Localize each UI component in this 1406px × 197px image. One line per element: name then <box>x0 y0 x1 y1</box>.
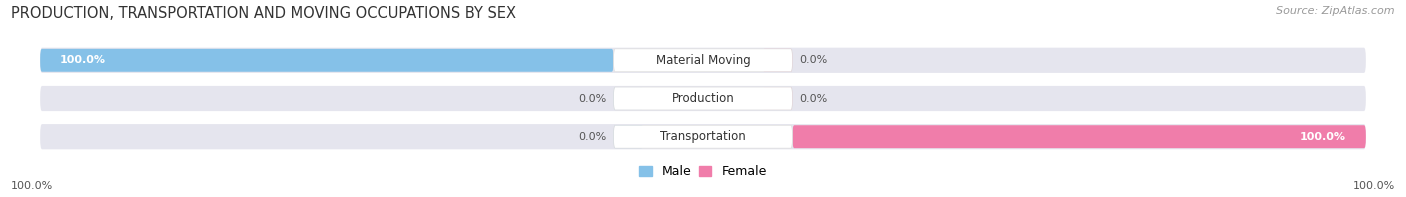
FancyBboxPatch shape <box>41 124 1365 149</box>
Text: Transportation: Transportation <box>661 130 745 143</box>
Text: 0.0%: 0.0% <box>579 94 607 103</box>
FancyBboxPatch shape <box>41 49 613 72</box>
Text: 100.0%: 100.0% <box>11 181 53 191</box>
Text: PRODUCTION, TRANSPORTATION AND MOVING OCCUPATIONS BY SEX: PRODUCTION, TRANSPORTATION AND MOVING OC… <box>11 6 516 21</box>
Text: 100.0%: 100.0% <box>1353 181 1395 191</box>
FancyBboxPatch shape <box>793 125 1365 148</box>
Legend: Male, Female: Male, Female <box>640 165 766 178</box>
FancyBboxPatch shape <box>762 49 793 72</box>
Text: 0.0%: 0.0% <box>799 55 827 65</box>
Text: Material Moving: Material Moving <box>655 54 751 67</box>
Text: 100.0%: 100.0% <box>1301 132 1346 142</box>
FancyBboxPatch shape <box>613 125 793 148</box>
FancyBboxPatch shape <box>613 87 793 110</box>
FancyBboxPatch shape <box>613 125 644 148</box>
Text: Source: ZipAtlas.com: Source: ZipAtlas.com <box>1277 6 1395 16</box>
FancyBboxPatch shape <box>613 49 793 72</box>
FancyBboxPatch shape <box>41 86 1365 111</box>
FancyBboxPatch shape <box>41 48 1365 73</box>
FancyBboxPatch shape <box>762 87 793 110</box>
FancyBboxPatch shape <box>613 87 644 110</box>
Text: 0.0%: 0.0% <box>799 94 827 103</box>
Text: 100.0%: 100.0% <box>60 55 105 65</box>
Text: Production: Production <box>672 92 734 105</box>
Text: 0.0%: 0.0% <box>579 132 607 142</box>
